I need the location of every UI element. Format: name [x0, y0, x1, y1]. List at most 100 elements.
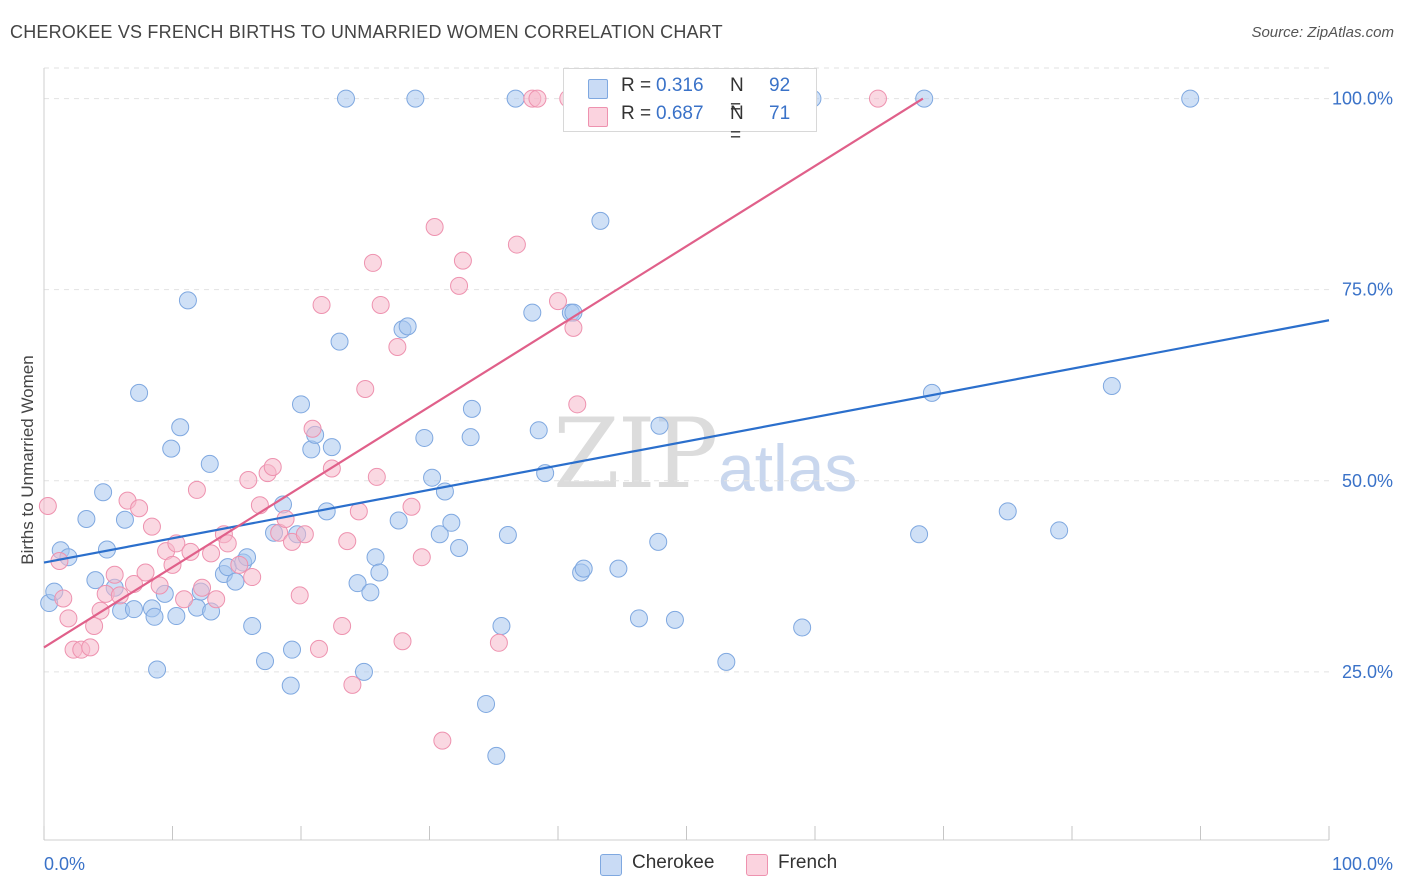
cherokee-point — [915, 89, 934, 108]
cherokee-point — [256, 652, 275, 671]
cherokee-point — [717, 652, 736, 671]
french-point — [868, 89, 887, 108]
cherokee-point — [178, 291, 197, 310]
cherokee-point — [492, 616, 511, 635]
cherokee-point — [162, 439, 181, 458]
n-label: N = — [730, 103, 744, 146]
french-point — [59, 609, 78, 628]
cherokee-point — [591, 211, 610, 230]
french-point — [175, 590, 194, 609]
french-point — [38, 496, 57, 515]
r-label: R = — [621, 103, 652, 124]
cherokee-point — [529, 421, 548, 440]
cherokee-point — [77, 509, 96, 528]
x-tick-label-max: 100.0% — [1332, 854, 1393, 874]
french-point — [312, 295, 331, 314]
french-point — [295, 525, 314, 544]
cherokee-point — [336, 89, 355, 108]
cherokee-point — [430, 525, 449, 544]
cherokee-point — [910, 525, 929, 544]
cherokee-point — [650, 416, 669, 435]
cherokee-point — [354, 662, 373, 681]
stats-legend: R = 0.316 N = 92 R = 0.687 N = 71 — [563, 68, 817, 146]
french-point — [250, 496, 269, 515]
cherokee-trend-line — [43, 319, 1330, 564]
cherokee-point — [370, 563, 389, 582]
french-point — [412, 548, 431, 567]
watermark-atlas: atlas — [718, 431, 858, 505]
cherokee-point — [523, 303, 542, 322]
french-point — [363, 253, 382, 272]
french-point — [230, 555, 249, 574]
french-point — [136, 563, 155, 582]
cherokee-point — [200, 454, 219, 473]
french-point — [193, 578, 212, 597]
french-point — [433, 731, 452, 750]
n-label: N = — [730, 75, 744, 118]
cherokee-point — [94, 483, 113, 502]
french-point — [207, 590, 226, 609]
watermark-zip: ZIP — [553, 398, 718, 510]
french-point — [402, 497, 421, 516]
french-point — [568, 395, 587, 414]
french-point — [333, 616, 352, 635]
y-tick-label: 100.0% — [1332, 89, 1393, 109]
cherokee-point — [322, 438, 341, 457]
french-point — [425, 217, 444, 236]
french-point — [450, 276, 469, 295]
french-point — [371, 295, 390, 314]
french-point — [142, 517, 161, 536]
french-point — [202, 544, 221, 563]
cherokee-point — [86, 571, 105, 590]
chart-title: CHEROKEE VS FRENCH BIRTHS TO UNMARRIED W… — [10, 22, 723, 42]
cherokee-point — [998, 502, 1017, 521]
french-point — [81, 638, 100, 657]
french-point — [309, 639, 328, 658]
french-point — [549, 292, 567, 311]
french-trend-line — [43, 97, 924, 649]
cherokee-point — [506, 89, 525, 108]
french-point — [150, 576, 169, 595]
cherokee-point — [793, 618, 812, 637]
french-point — [343, 675, 362, 694]
french-point — [187, 480, 206, 499]
cherokee-point — [1050, 521, 1069, 540]
cherokee-point — [130, 383, 149, 402]
french-point — [388, 337, 407, 356]
n-value: 71 — [769, 103, 791, 124]
legend-label: Cherokee — [632, 852, 715, 873]
y-tick-label: 25.0% — [1342, 662, 1393, 682]
french-point — [356, 380, 375, 399]
french-point — [453, 251, 472, 270]
cherokee-point — [477, 694, 496, 713]
cherokee-point — [574, 559, 593, 578]
cherokee-point — [389, 511, 408, 530]
cherokee-point — [665, 610, 684, 629]
cherokee-legend-swatch — [600, 854, 622, 876]
y-tick-label: 75.0% — [1342, 280, 1393, 300]
french-point — [290, 586, 309, 605]
cherokee-point — [406, 89, 425, 108]
cherokee-point — [330, 332, 349, 351]
cherokee-point — [1102, 376, 1121, 395]
french-legend-swatch — [746, 854, 768, 876]
french-point — [489, 633, 508, 652]
french-point — [130, 499, 149, 518]
french-point — [85, 616, 104, 635]
french-point — [303, 419, 322, 438]
cherokee-point — [629, 609, 648, 628]
french-point — [367, 467, 386, 486]
cherokee-point — [398, 317, 417, 336]
cherokee-point — [167, 607, 186, 626]
french-point — [263, 457, 282, 476]
r-label: R = — [621, 75, 652, 96]
cherokee-point — [115, 510, 134, 529]
y-tick-label: 50.0% — [1342, 471, 1393, 491]
french-point — [338, 532, 357, 551]
french-point — [218, 534, 237, 553]
cherokee-point — [171, 418, 190, 437]
r-value: 0.316 — [656, 75, 704, 96]
legend-label: French — [778, 852, 838, 873]
french-point — [105, 565, 124, 584]
